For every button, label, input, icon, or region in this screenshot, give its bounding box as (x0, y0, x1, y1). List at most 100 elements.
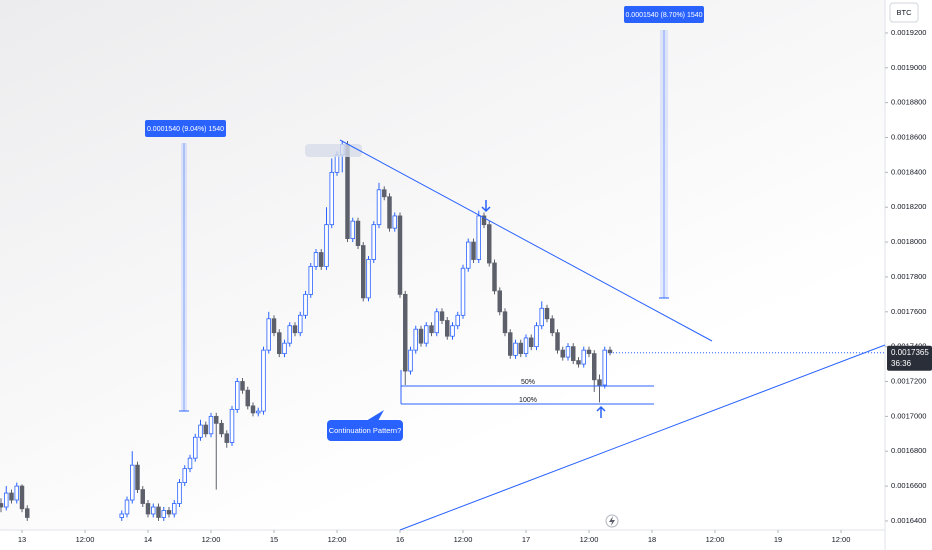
y-tick-label: 0.0018800 (891, 98, 926, 107)
candle-body (208, 415, 214, 435)
candle-body (329, 171, 334, 226)
candle-body (135, 464, 140, 490)
arrow-up (596, 405, 606, 418)
candle-body (355, 220, 361, 246)
candle-body (308, 266, 313, 295)
candle-body (592, 353, 597, 381)
countdown: 36:36 (891, 359, 912, 368)
candle-body (203, 424, 208, 435)
x-tick-label: 12:00 (454, 535, 473, 544)
x-tick-label: 12:00 (328, 535, 347, 544)
candles (0, 140, 613, 521)
candle-body (287, 325, 292, 344)
x-tick-label: 16 (396, 535, 404, 544)
callout-box (327, 420, 403, 441)
y-tick-label: 0.0017600 (891, 307, 926, 316)
candle-body (445, 320, 450, 337)
y-tick-label: 0.0019200 (891, 28, 926, 37)
candle-body (151, 506, 156, 515)
candle-body (256, 410, 261, 414)
candle-body (124, 499, 130, 515)
candle-body (334, 154, 340, 173)
candle-body (292, 325, 298, 334)
candle-body (418, 328, 424, 344)
x-tick-label: 12:00 (832, 535, 851, 544)
trend-line-lower (399, 344, 886, 531)
candle-body (497, 290, 502, 313)
y-tick-label: 0.0018000 (891, 237, 926, 246)
candle-body (455, 314, 460, 327)
candle-body (235, 381, 240, 410)
candle-body (403, 293, 408, 372)
measure-label-right: 0.0001540 (8.70%) 1540 (625, 12, 702, 19)
candle-body (434, 311, 439, 334)
candle-body (502, 311, 508, 334)
candle-body (597, 379, 602, 386)
candle-body (166, 510, 172, 515)
candle-body (413, 328, 418, 351)
x-tick-label: 12:00 (76, 535, 95, 544)
candle-body (513, 342, 518, 356)
candle-body (392, 215, 397, 229)
candle-body (282, 342, 287, 355)
candle-body (466, 241, 471, 269)
candle-body (0, 503, 4, 508)
candle-body (581, 349, 586, 365)
candle-body (324, 224, 329, 267)
candle-body (198, 424, 203, 438)
measure-label-right-box (624, 6, 704, 23)
peak-highlight (305, 144, 362, 157)
candle-body (298, 314, 303, 334)
arrow-down (481, 200, 491, 213)
candle-body (481, 215, 487, 226)
x-tick-label: 15 (270, 535, 278, 544)
axes: 0.0016400 0.0016600 0.0016800 0.0017000 0.00… (18, 28, 932, 544)
candle-body (460, 267, 466, 316)
callout-text: Continuation Pattern? (329, 426, 402, 435)
candle-body (565, 346, 571, 358)
x-tick-label: 12:00 (706, 535, 725, 544)
candle-body (250, 405, 256, 414)
candle-body (487, 224, 492, 264)
candle-body (550, 318, 555, 334)
candle-body (119, 513, 124, 518)
candle-body (156, 506, 161, 518)
y-tick-label: 0.0016800 (891, 446, 926, 455)
candle-body (193, 436, 198, 459)
fib-50-label: 50% (521, 379, 535, 386)
symbol-box[interactable] (889, 2, 919, 23)
candle-body (555, 332, 560, 351)
candle-body (523, 337, 529, 355)
candle-body (224, 433, 229, 443)
candle-body (25, 508, 30, 518)
candle-body (476, 215, 481, 260)
candle-body (261, 349, 266, 412)
symbol-label: BTC (897, 8, 913, 17)
y-tick-label: 0.0017000 (891, 411, 926, 420)
plot-background (0, 0, 885, 530)
candle-body (4, 492, 9, 508)
candle-body (313, 252, 319, 267)
candle-body (529, 337, 534, 348)
candle-body (319, 252, 324, 267)
y-tick-label: 0.0017200 (891, 376, 926, 385)
candle-body (586, 349, 592, 355)
candle-body (492, 262, 497, 292)
candle-body (571, 346, 576, 361)
candle-body (376, 189, 382, 226)
candle-body (408, 349, 413, 372)
y-tick-label: 0.0019000 (891, 63, 926, 72)
candle-body (172, 503, 177, 515)
candle-body (177, 482, 182, 504)
candle-body (271, 318, 277, 334)
x-tick-label: 12:00 (580, 535, 599, 544)
measure-label-left: 0.0001540 (9.04%) 1540 (147, 126, 224, 133)
candle-body (387, 196, 392, 229)
y-tick-label: 0.0018200 (891, 202, 926, 211)
candle-body (161, 510, 166, 518)
x-tick-label: 13 (18, 535, 26, 544)
candle-body (518, 342, 523, 355)
candle-body (424, 325, 429, 344)
x-tick-label: 17 (522, 535, 530, 544)
